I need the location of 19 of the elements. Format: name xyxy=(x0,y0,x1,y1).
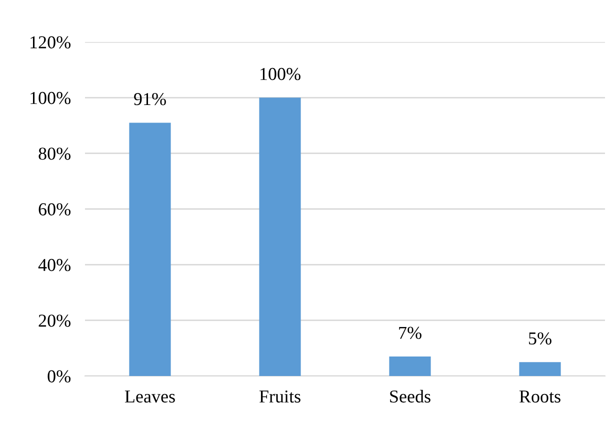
data-label: 5% xyxy=(529,332,552,345)
data-label: 100% xyxy=(260,68,300,80)
y-tick-label: 80% xyxy=(38,148,70,160)
x-tick-label: Seeds xyxy=(390,390,430,403)
x-tick-label: Roots xyxy=(519,390,560,403)
y-tick-label: 100% xyxy=(30,92,70,104)
y-tick-label: 60% xyxy=(38,203,70,216)
x-tick-label: Leaves xyxy=(124,390,175,403)
bar xyxy=(519,362,561,376)
bar xyxy=(259,98,301,376)
y-tick-label: 20% xyxy=(38,314,70,327)
y-tick-label: 0% xyxy=(48,370,70,382)
data-label: 91% xyxy=(134,92,166,106)
bar xyxy=(129,122,171,376)
data-label: 7% xyxy=(399,326,422,340)
y-tick-label: 40% xyxy=(38,258,70,272)
bar xyxy=(389,356,431,376)
y-tick-label: 120% xyxy=(30,36,70,48)
x-tick-label: Fruits xyxy=(259,390,300,403)
